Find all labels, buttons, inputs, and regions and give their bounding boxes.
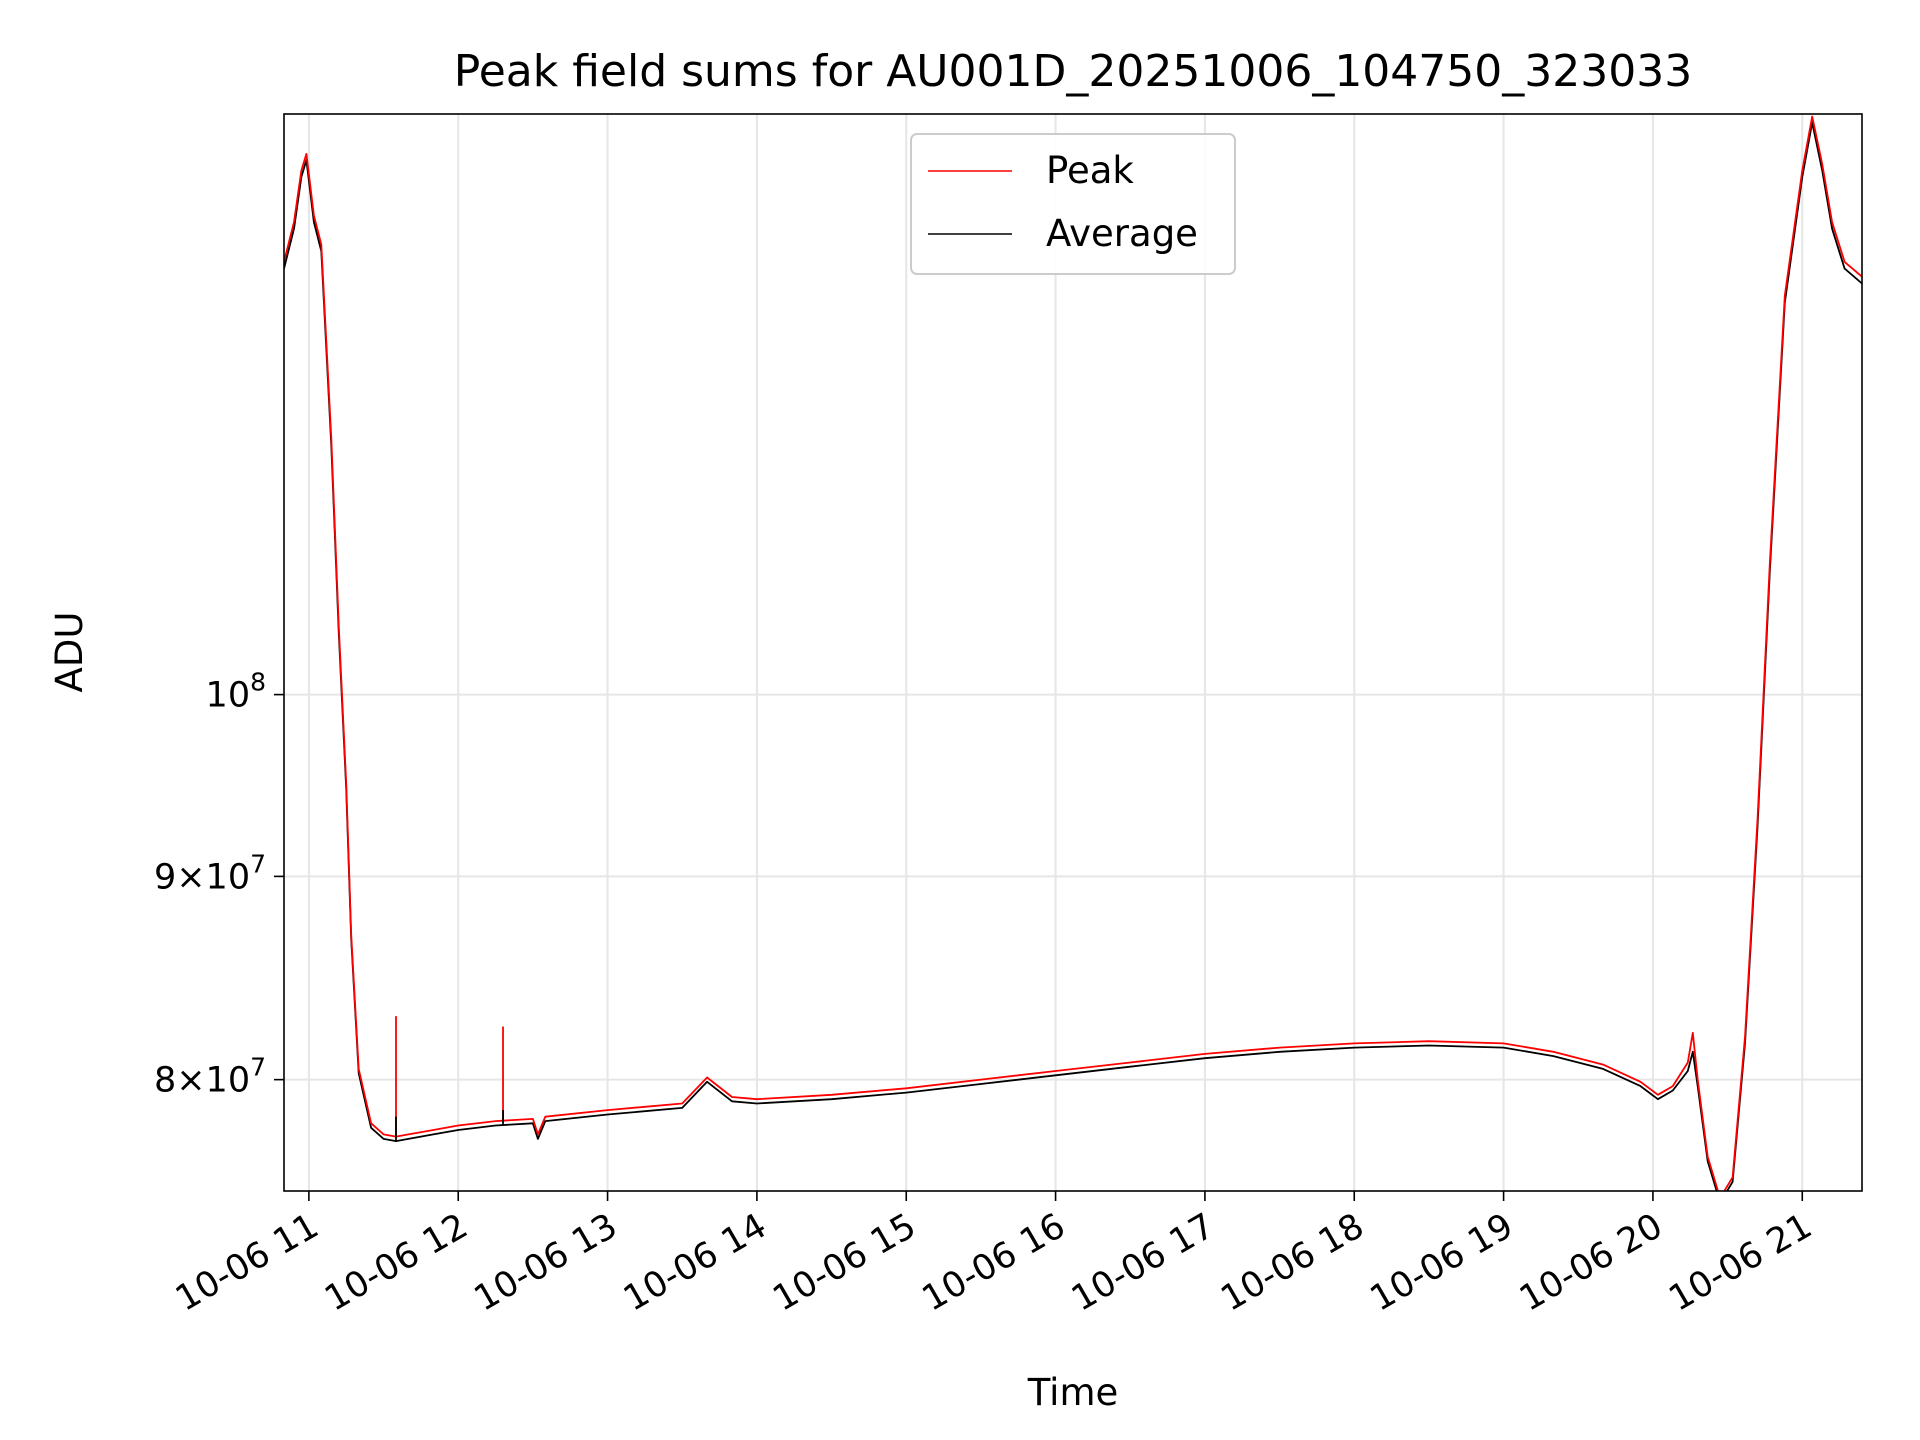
legend-box <box>910 133 1236 275</box>
y-axis: 8×107 9×107 108 <box>154 668 284 1101</box>
chart-title: Peak field sums for AU001D_20251006_1047… <box>454 46 1693 97</box>
plot-frame <box>283 113 1863 1192</box>
grid <box>284 114 1862 1191</box>
series-line-peak <box>284 115 1862 1191</box>
x-axis-label: Time <box>1027 1371 1119 1414</box>
legend: Peak Average <box>910 133 1236 275</box>
y-tick-label: 108 <box>206 668 266 716</box>
y-tick-label: 8×107 <box>154 1053 266 1101</box>
y-tick-label: 9×107 <box>154 849 266 897</box>
legend-average-label: Average <box>1046 212 1198 255</box>
series-layer <box>284 115 1862 1191</box>
y-axis-label: ADU <box>48 612 91 693</box>
legend-peak-label: Peak <box>1046 149 1134 192</box>
